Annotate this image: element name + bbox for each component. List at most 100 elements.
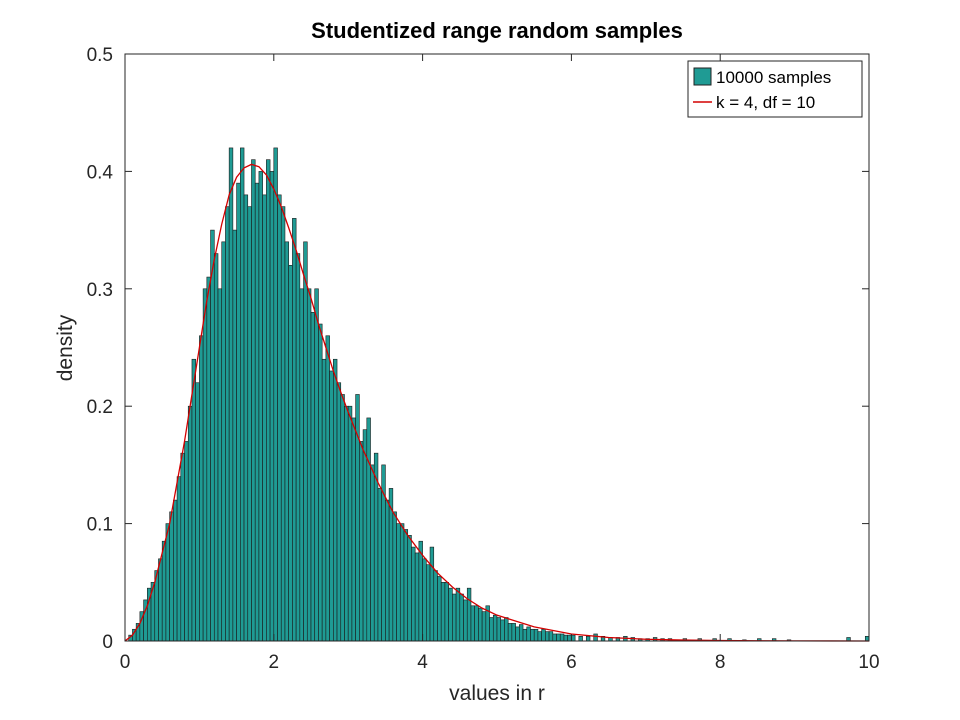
histogram-bar bbox=[414, 552, 420, 642]
histogram-bar bbox=[403, 529, 409, 642]
x-tick-label: 2 bbox=[269, 652, 280, 673]
histogram-bar bbox=[563, 634, 568, 642]
histogram-bar bbox=[481, 611, 487, 642]
histogram-bar bbox=[548, 631, 554, 642]
histogram-bar bbox=[310, 311, 316, 642]
histogram-bar bbox=[269, 171, 275, 642]
y-tick-label: 0.2 bbox=[87, 397, 113, 418]
histogram-bar bbox=[288, 265, 293, 642]
x-axis-label: values in r bbox=[449, 682, 545, 705]
histogram-bar bbox=[571, 634, 576, 642]
histogram-bar bbox=[593, 633, 598, 642]
y-tick-label: 0.5 bbox=[87, 45, 113, 66]
histogram-bar bbox=[392, 511, 397, 642]
histogram-bar bbox=[519, 624, 524, 642]
histogram-bar bbox=[578, 635, 583, 642]
histogram-bar bbox=[243, 194, 249, 642]
chart-title: Studentized range random samples bbox=[311, 18, 683, 43]
histogram-bar bbox=[474, 605, 479, 642]
histogram-bar bbox=[277, 194, 282, 642]
histogram-bar bbox=[511, 623, 516, 642]
histogram-bar bbox=[437, 576, 442, 642]
histogram-bar bbox=[567, 634, 572, 642]
histogram-bar bbox=[407, 535, 412, 642]
histogram-bar bbox=[247, 206, 252, 642]
histogram-bar bbox=[452, 593, 457, 642]
histogram-bar bbox=[273, 147, 278, 642]
histogram-bar bbox=[351, 417, 356, 642]
histogram-bar bbox=[362, 429, 368, 642]
histogram-bar bbox=[221, 241, 226, 642]
histogram-bar bbox=[191, 358, 196, 642]
histogram-bar bbox=[526, 626, 531, 642]
histogram-bar bbox=[455, 587, 461, 642]
histogram-bar bbox=[470, 605, 475, 642]
histogram-bar bbox=[366, 417, 371, 642]
histogram-bar bbox=[426, 564, 431, 642]
histogram-bar bbox=[496, 617, 502, 642]
histogram-bar bbox=[377, 488, 382, 642]
histogram-bar bbox=[225, 206, 230, 642]
histogram-bar bbox=[429, 546, 435, 642]
histogram-bar bbox=[236, 182, 241, 642]
legend: 10000 samples k = 4, df = 10 bbox=[687, 60, 863, 118]
x-tick-label: 6 bbox=[566, 652, 577, 673]
histogram-bar bbox=[399, 523, 405, 642]
histogram-bar bbox=[169, 511, 174, 642]
histogram-bar bbox=[347, 405, 353, 642]
histogram-bar bbox=[299, 288, 304, 642]
histogram-bar bbox=[184, 441, 189, 642]
histogram-bar bbox=[217, 288, 223, 642]
x-tick-label: 8 bbox=[715, 652, 726, 673]
histogram-bar bbox=[537, 631, 542, 642]
histogram-bar bbox=[254, 182, 260, 642]
histogram-bar bbox=[359, 441, 364, 642]
histogram-bar bbox=[161, 540, 167, 642]
x-tick-label: 10 bbox=[858, 652, 879, 673]
histogram-bar bbox=[418, 540, 423, 642]
histogram-bar bbox=[176, 476, 182, 642]
histogram-bar bbox=[515, 626, 520, 642]
y-tick-label: 0.1 bbox=[87, 515, 113, 536]
histogram-bar bbox=[165, 523, 170, 642]
histogram-bar bbox=[173, 499, 178, 642]
histogram-bar bbox=[180, 452, 185, 642]
histogram-bar bbox=[411, 546, 416, 642]
y-axis-label: density bbox=[54, 314, 77, 381]
histogram-bar bbox=[303, 241, 308, 642]
histogram-bar bbox=[258, 171, 263, 642]
histogram-bar bbox=[463, 599, 468, 642]
legend-box bbox=[687, 60, 863, 118]
histogram-bar bbox=[478, 607, 483, 642]
histogram-bar bbox=[292, 218, 297, 642]
legend-label-line: k = 4, df = 10 bbox=[716, 93, 815, 112]
y-tick-label: 0.4 bbox=[87, 162, 114, 183]
histogram-bar bbox=[325, 335, 330, 642]
pdf-curve bbox=[124, 163, 870, 642]
histogram-bar bbox=[440, 581, 446, 642]
histogram-bar bbox=[314, 288, 319, 642]
histogram-bar bbox=[284, 241, 289, 642]
histogram-bar bbox=[522, 628, 528, 642]
histogram-bar bbox=[210, 229, 215, 642]
histogram-bar bbox=[213, 253, 219, 642]
histogram-bar bbox=[541, 628, 546, 642]
histogram-bar bbox=[199, 335, 204, 642]
histogram-bar bbox=[489, 617, 494, 642]
histogram-bar bbox=[444, 581, 449, 642]
histogram-bar bbox=[333, 358, 338, 642]
histogram-bar bbox=[500, 619, 505, 642]
histogram-bar bbox=[280, 206, 286, 642]
histogram-bar bbox=[240, 147, 245, 642]
histogram-bar bbox=[530, 628, 535, 642]
histogram-bar bbox=[202, 288, 208, 642]
histogram-bar bbox=[585, 635, 591, 642]
histogram-bar bbox=[195, 382, 200, 642]
histogram-bar bbox=[459, 593, 464, 642]
histogram-bar bbox=[329, 370, 334, 642]
x-tick-label: 4 bbox=[417, 652, 428, 673]
histogram-bar bbox=[396, 523, 401, 642]
histogram-bar bbox=[232, 229, 237, 642]
histogram-bar bbox=[158, 558, 163, 642]
histogram-bar bbox=[321, 358, 327, 642]
